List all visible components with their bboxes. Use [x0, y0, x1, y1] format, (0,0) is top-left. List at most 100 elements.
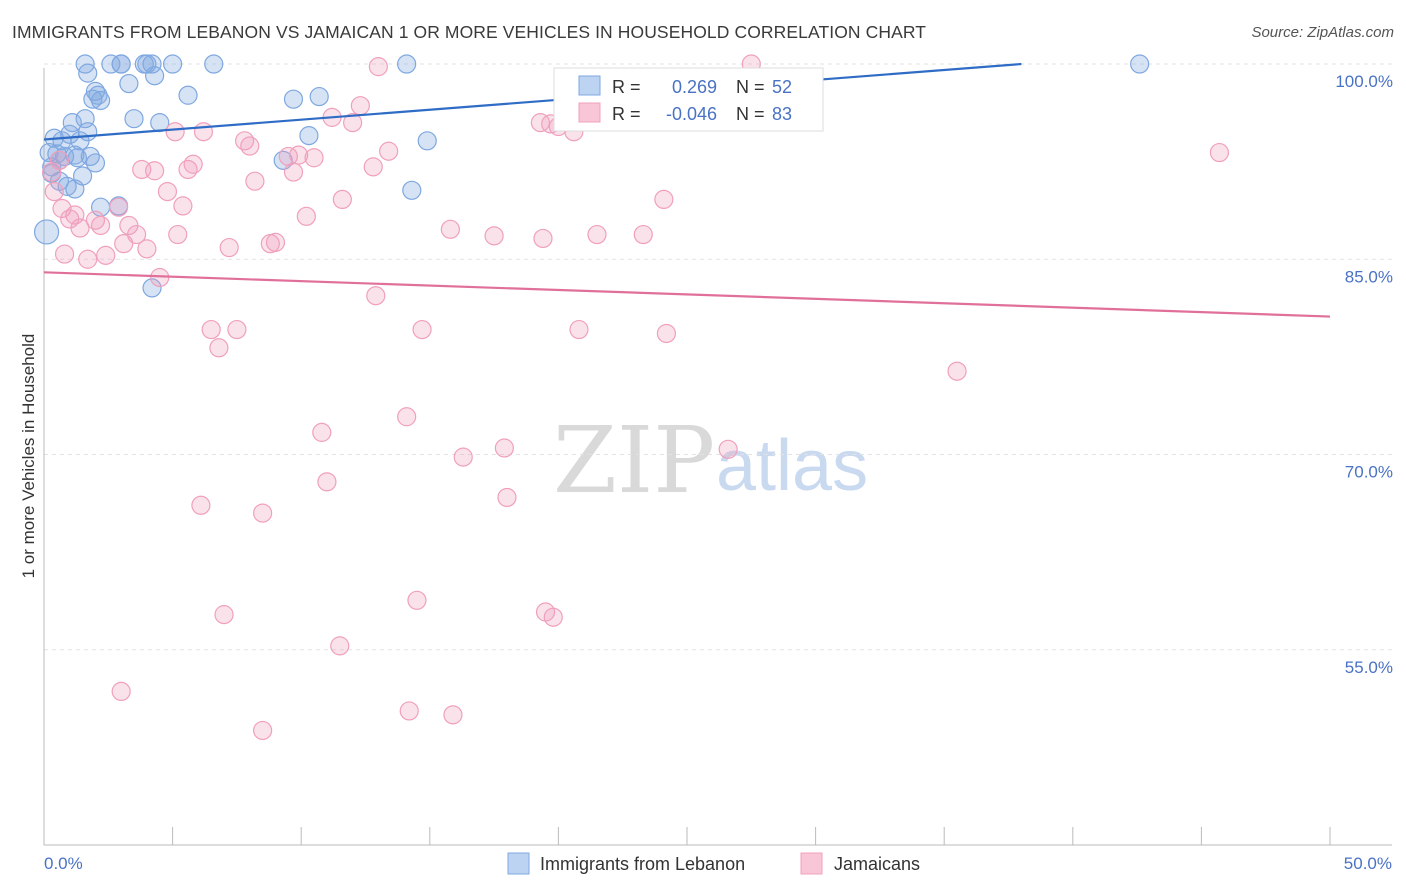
jamaicans-point — [530, 113, 550, 133]
jamaicans-point — [178, 159, 198, 180]
jamaicans-point — [227, 319, 247, 340]
jamaicans-point — [209, 338, 229, 358]
stats-r-label-0: R = — [612, 77, 641, 97]
jamaicans-point — [368, 57, 388, 77]
stats-n-label-1: N = — [736, 104, 765, 124]
jamaicans-point — [379, 141, 399, 161]
jamaicans-point — [173, 196, 193, 216]
x-tick-label-min: 0.0% — [44, 854, 83, 873]
y-tick-label: 70.0% — [1345, 463, 1393, 482]
lebanon-point — [80, 146, 100, 167]
lebanon-point — [78, 122, 98, 142]
chart-title: IMMIGRANTS FROM LEBANON VS JAMAICAN 1 OR… — [12, 22, 927, 42]
jamaicans-point — [90, 215, 111, 236]
stats-n-value-1: 83 — [772, 104, 792, 124]
lebanon-point — [204, 54, 224, 74]
jamaicans-point — [235, 131, 255, 151]
jamaicans-point — [330, 636, 350, 656]
jamaicans-point — [85, 210, 106, 230]
jamaicans-point — [193, 122, 214, 142]
lebanon-point — [402, 180, 422, 200]
stats-swatch-blue — [578, 75, 601, 96]
series-jamaicans-points — [42, 54, 1230, 741]
axes — [43, 68, 1392, 846]
jamaicans-point — [533, 228, 553, 249]
lebanon-point — [283, 89, 304, 109]
y-tick-labels: 100.0% 85.0% 70.0% 55.0% — [1335, 72, 1393, 677]
stats-r-value-1: -0.046 — [666, 104, 717, 124]
jamaicans-point — [219, 237, 239, 258]
jamaicans-point — [70, 218, 90, 238]
y-tick-label: 55.0% — [1345, 658, 1393, 677]
lebanon-point — [299, 126, 319, 146]
watermark-zip: ZIP — [553, 407, 715, 514]
stats-r-value-0: 0.269 — [672, 77, 717, 97]
jamaicans-point — [111, 681, 131, 702]
lebanon-point — [134, 54, 154, 74]
jamaicans-point — [201, 319, 221, 340]
jamaicans-point — [494, 438, 514, 458]
lebanon-point — [309, 86, 329, 107]
jamaicans-point — [399, 701, 419, 721]
lebanon-point — [85, 153, 106, 173]
jamaicans-point — [443, 705, 463, 725]
stats-n-label-0: N = — [736, 77, 765, 97]
lebanon-point — [62, 113, 82, 133]
jamaicans-point — [253, 720, 273, 741]
jamaicans-point — [96, 245, 116, 265]
jamaicans-point — [278, 146, 298, 167]
jamaicans-point — [317, 472, 337, 492]
jamaicans-point — [947, 361, 967, 381]
legend-label-jamaicans: Jamaicans — [834, 854, 920, 874]
lebanon-point — [178, 85, 198, 105]
lebanon-point — [111, 54, 131, 74]
jamaicans-point — [126, 224, 147, 245]
trend-line-lebanon — [43, 62, 1022, 141]
lebanon-point — [75, 54, 95, 74]
jamaicans-point — [49, 150, 70, 170]
jamaicans-point — [718, 439, 738, 459]
lebanon-point — [90, 90, 111, 111]
jamaicans-point — [366, 286, 386, 306]
legend-swatch-lebanon — [507, 852, 530, 875]
jamaicans-point — [363, 157, 383, 177]
lebanon-point — [72, 166, 93, 186]
watermark-atlas: atlas — [716, 426, 868, 506]
jamaicans-point — [54, 244, 75, 264]
jamaicans-point — [214, 605, 234, 625]
jamaicans-point — [397, 407, 417, 427]
jamaicans-point — [633, 224, 653, 245]
lebanon-point — [119, 73, 139, 94]
jamaicans-point — [296, 206, 316, 226]
lebanon-point — [397, 54, 417, 74]
jamaicans-point — [253, 503, 273, 523]
jamaicans-point — [42, 162, 62, 182]
jamaicans-point — [137, 239, 157, 259]
lebanon-point — [101, 54, 121, 74]
lebanon-point — [163, 54, 183, 74]
stats-swatch-pink — [578, 102, 601, 123]
trend-lines — [43, 62, 1331, 318]
jamaicans-point — [484, 226, 504, 246]
lebanon-point — [142, 54, 162, 74]
lebanon-point — [124, 109, 144, 129]
stats-box: R = 0.269 N = 52 R = -0.046 N = 83 — [553, 67, 824, 132]
lebanon-point — [417, 131, 437, 151]
jamaicans-point — [165, 122, 185, 142]
jamaicans-point — [497, 487, 517, 508]
lebanon-point — [142, 278, 162, 298]
trend-line-jamaicans — [43, 271, 1331, 318]
jamaicans-point — [440, 219, 460, 239]
y-tick-label: 85.0% — [1345, 267, 1393, 286]
legend: Immigrants from Lebanon Jamaicans — [507, 852, 920, 875]
jamaicans-point — [569, 319, 589, 340]
legend-label-lebanon: Immigrants from Lebanon — [540, 854, 745, 874]
jamaicans-point — [1209, 142, 1230, 163]
jamaicans-point — [265, 232, 286, 252]
x-tick-label-max: 50.0% — [1344, 854, 1392, 873]
jamaicans-point — [289, 145, 309, 165]
jamaicans-point — [587, 224, 607, 245]
jamaicans-point — [157, 181, 178, 202]
jamaicans-point — [191, 495, 211, 515]
